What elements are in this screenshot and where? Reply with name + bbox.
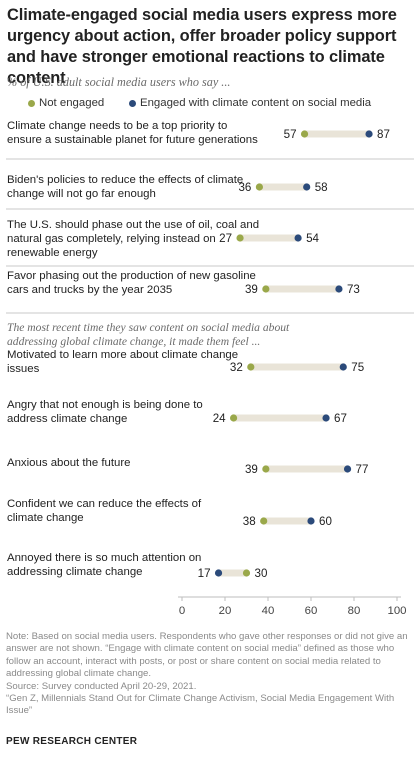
value-label-not-engaged: 36 bbox=[238, 181, 251, 194]
dot-not-engaged bbox=[242, 569, 251, 577]
value-label-not-engaged: 39 bbox=[245, 283, 258, 296]
dot-engaged bbox=[339, 363, 347, 371]
value-label-engaged: 17 bbox=[198, 567, 211, 580]
section-label: The most recent time they saw content on… bbox=[7, 321, 290, 348]
value-label-not-engaged: 30 bbox=[255, 567, 268, 580]
chart-subtitle: % of U.S. adult social media users who s… bbox=[7, 75, 231, 89]
dot-engaged bbox=[343, 465, 352, 473]
row-label: Annoyed there is so much attention on add… bbox=[7, 552, 201, 578]
row-label: Climate change needs to be a top priorit… bbox=[7, 120, 258, 146]
dot-engaged bbox=[307, 517, 315, 525]
dot-not-engaged bbox=[262, 465, 270, 473]
x-tick-label: 60 bbox=[305, 605, 318, 617]
source-text: Source: Survey conducted April 20-29, 20… bbox=[6, 680, 197, 692]
dot-not-engaged bbox=[262, 285, 270, 293]
value-label-engaged: 75 bbox=[351, 361, 364, 374]
note-text: Note: Based on social media users. Respo… bbox=[6, 631, 408, 680]
x-tick-label: 80 bbox=[348, 605, 361, 617]
dot-not-engaged bbox=[230, 414, 238, 422]
value-label-engaged: 54 bbox=[306, 232, 319, 245]
value-label-not-engaged: 32 bbox=[230, 361, 243, 374]
pew-logo: PEW RESEARCH CENTER bbox=[6, 736, 138, 747]
x-tick-label: 0 bbox=[179, 605, 185, 617]
legend-label-not-engaged: Not engaged bbox=[39, 97, 105, 109]
legend-label-engaged: Engaged with climate content on social m… bbox=[140, 97, 372, 109]
dot-not-engaged bbox=[236, 234, 244, 242]
x-tick-label: 100 bbox=[387, 605, 406, 617]
value-label-engaged: 87 bbox=[377, 128, 390, 141]
dot-engaged bbox=[335, 285, 343, 293]
row-label: Motivated to learn more about climate ch… bbox=[7, 349, 238, 375]
dot-engaged bbox=[322, 414, 330, 422]
row-label: Anxious about the future bbox=[7, 457, 130, 469]
dot-engaged bbox=[294, 234, 302, 242]
row-label: Angry that not enough is being done to ad… bbox=[7, 399, 203, 425]
legend-dot-icon bbox=[28, 99, 35, 107]
dot-engaged bbox=[214, 569, 223, 577]
legend-dot-icon bbox=[129, 99, 136, 107]
report-title: “Gen Z, Millennials Stand Out for Climat… bbox=[6, 693, 395, 717]
value-label-engaged: 73 bbox=[347, 283, 360, 296]
chart-title: Climate-engaged social media users expre… bbox=[7, 6, 397, 87]
chart-note: Note: Based on social media users. Respo… bbox=[6, 631, 412, 718]
value-label-not-engaged: 38 bbox=[243, 515, 256, 528]
row-label: Biden's policies to reduce the effects o… bbox=[7, 174, 243, 200]
value-label-engaged: 67 bbox=[334, 412, 347, 425]
legend-item-engaged: Engaged with climate content on social m… bbox=[129, 97, 371, 109]
row-label: The U.S. should phase out the use of oil… bbox=[7, 219, 259, 259]
dot-not-engaged bbox=[300, 130, 309, 138]
dot-engaged bbox=[365, 130, 373, 138]
dot-not-engaged bbox=[247, 363, 255, 371]
dot-not-engaged bbox=[260, 517, 268, 525]
value-label-not-engaged: 24 bbox=[213, 412, 226, 425]
value-label-engaged: 77 bbox=[356, 463, 369, 476]
row-label: Favor phasing out the production of new … bbox=[7, 270, 256, 296]
x-tick-label: 20 bbox=[219, 605, 232, 617]
x-tick-label: 40 bbox=[262, 605, 275, 617]
row-label: Confident we can reduce the effects of cl… bbox=[7, 498, 202, 524]
value-label-engaged: 58 bbox=[315, 181, 328, 194]
dot-engaged bbox=[303, 183, 311, 191]
value-label-not-engaged: 39 bbox=[245, 463, 258, 476]
value-label-engaged: 60 bbox=[319, 515, 332, 528]
value-label-not-engaged: 57 bbox=[284, 128, 297, 141]
legend-item-not-engaged: Not engaged bbox=[28, 97, 104, 109]
value-label-not-engaged: 27 bbox=[219, 232, 232, 245]
dot-not-engaged bbox=[255, 183, 263, 191]
